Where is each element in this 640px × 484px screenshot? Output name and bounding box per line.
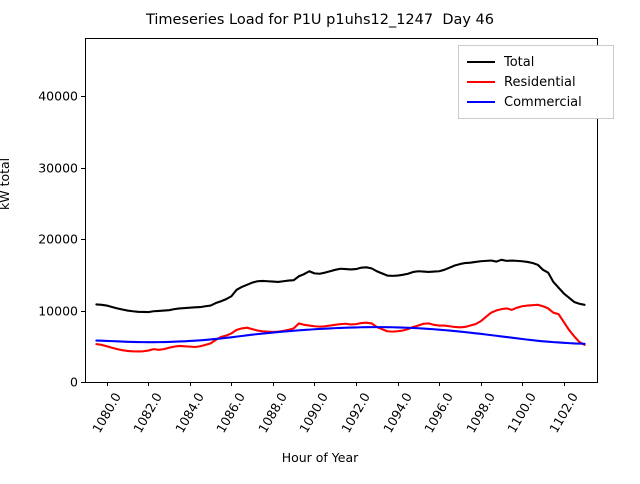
y-tick-mark [81, 167, 85, 169]
y-tick-label: 10000 [38, 303, 78, 319]
x-tick-mark [106, 382, 108, 386]
x-tick-mark [397, 382, 399, 386]
legend-label: Residential [504, 74, 576, 90]
series-line-total [95, 258, 586, 314]
legend: Total Residential Commercial [458, 45, 614, 119]
y-axis-label: kW total [0, 157, 12, 210]
x-tick-mark [439, 382, 441, 386]
legend-entry[interactable]: Commercial [467, 92, 605, 112]
y-tick-mark [81, 239, 85, 241]
x-tick-mark [231, 382, 233, 386]
chart-title: Timeseries Load for P1U p1uhs12_1247 Day… [145, 12, 495, 28]
legend-swatch-total [467, 61, 495, 63]
x-tick-mark [563, 382, 565, 386]
legend-label: Total [504, 54, 535, 70]
x-tick-mark [356, 382, 358, 386]
y-tick-mark [81, 382, 85, 383]
y-tick-label: 0 [70, 374, 78, 390]
x-tick-mark [189, 382, 191, 386]
legend-entry[interactable]: Residential [467, 72, 605, 92]
x-tick-mark [314, 382, 316, 386]
x-axis-label: Hour of Year [281, 450, 359, 465]
series-line-commercial [95, 326, 586, 345]
y-tick-label: 20000 [38, 231, 78, 247]
x-tick-mark [522, 382, 524, 386]
y-tick-mark [81, 96, 85, 98]
legend-swatch-commercial [467, 101, 495, 103]
x-tick-mark [148, 382, 150, 386]
legend-swatch-residential [467, 81, 495, 83]
y-tick-label: 40000 [38, 88, 78, 104]
legend-entry[interactable]: Total [467, 52, 605, 72]
x-tick-mark [272, 382, 274, 386]
y-tick-mark [81, 310, 85, 312]
y-tick-label: 30000 [38, 160, 78, 176]
x-tick-mark [480, 382, 482, 386]
plot-area [85, 38, 598, 383]
series-lines [95, 258, 586, 353]
series-line-residential [95, 303, 586, 353]
legend-label: Commercial [504, 94, 582, 110]
